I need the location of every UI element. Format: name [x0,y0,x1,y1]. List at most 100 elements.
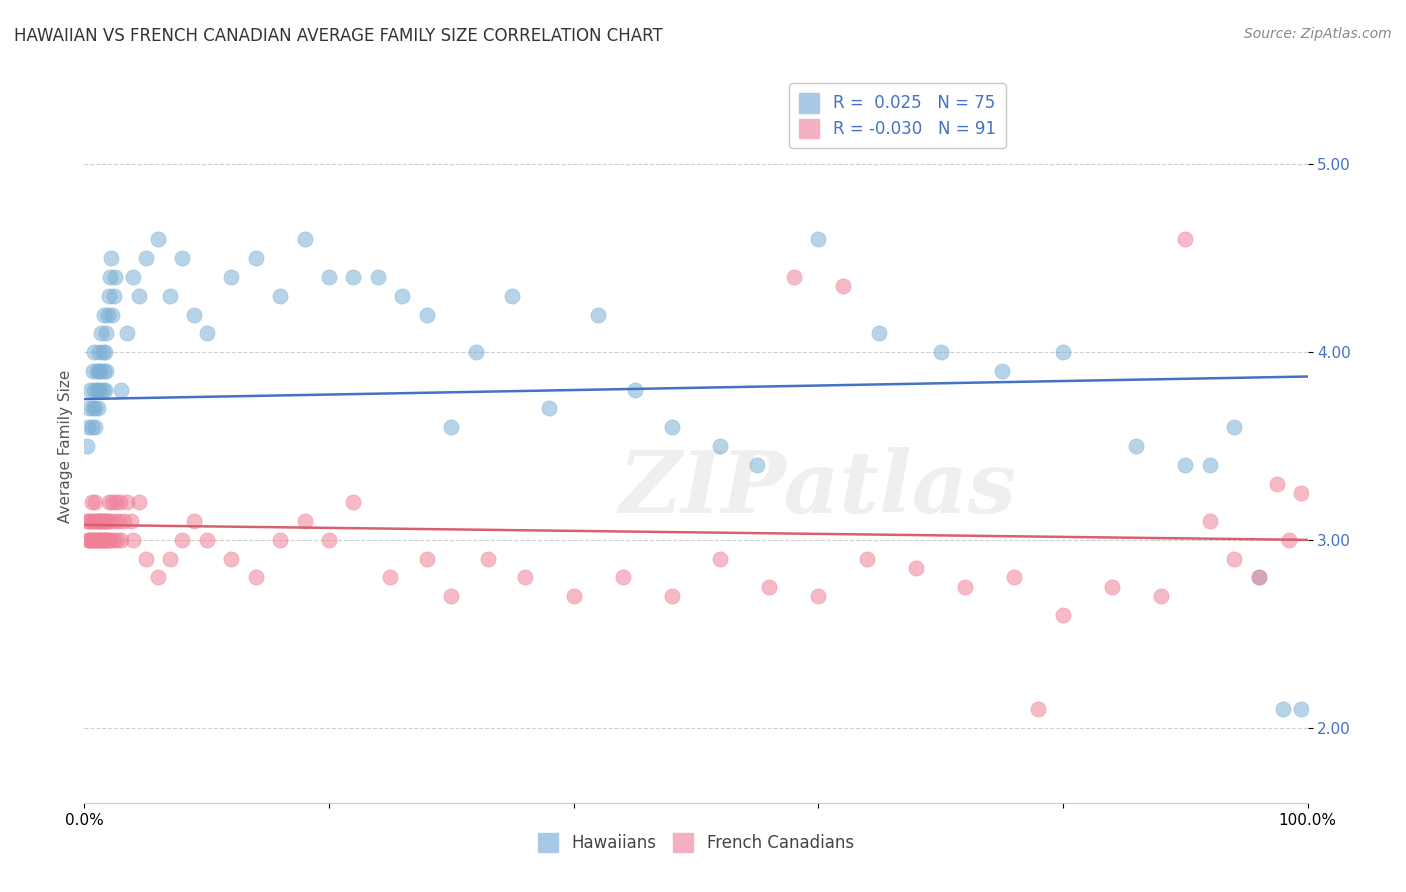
Point [93,533,115,547]
Point [77,514,100,528]
Point [856,551,879,566]
Point [89,514,111,528]
Point [91,383,114,397]
Point [1125,439,1147,453]
Point [183,308,205,322]
Point [94,345,117,359]
Point [1150,589,1173,603]
Point [91,345,114,359]
Point [97,514,120,528]
Point [172,251,194,265]
Point [110,533,132,547]
Point [87,345,110,359]
Point [77,533,100,547]
Point [1002,570,1025,584]
Point [440,589,463,603]
Point [108,495,131,509]
Point [342,270,364,285]
Point [367,270,389,285]
Point [101,308,124,322]
Point [79,383,101,397]
Point [1101,580,1123,594]
Point [135,251,157,265]
Point [195,533,218,547]
Point [120,514,142,528]
Point [97,289,120,303]
Point [104,514,127,528]
Point [115,495,138,509]
Point [1052,345,1074,359]
Point [661,420,683,434]
Point [1247,570,1270,584]
Point [122,533,145,547]
Point [82,533,104,547]
Point [1247,570,1270,584]
Point [84,420,107,434]
Point [80,533,103,547]
Point [93,364,115,378]
Point [105,533,128,547]
Point [96,514,118,528]
Point [80,420,103,434]
Point [91,514,114,528]
Point [83,514,105,528]
Point [269,533,291,547]
Point [76,514,98,528]
Point [97,495,120,509]
Point [79,533,101,547]
Point [107,514,129,528]
Point [953,580,976,594]
Text: ZIPatlas: ZIPatlas [619,447,1018,531]
Point [96,364,118,378]
Point [538,401,561,416]
Point [183,514,205,528]
Point [89,364,111,378]
Point [122,270,145,285]
Point [416,551,439,566]
Point [97,308,120,322]
Point [513,570,536,584]
Point [318,533,340,547]
Point [1291,486,1313,500]
Point [135,551,157,566]
Point [84,401,107,416]
Point [1272,702,1295,716]
Point [758,580,780,594]
Point [83,383,105,397]
Point [624,383,647,397]
Point [103,533,125,547]
Point [96,326,118,341]
Point [87,401,110,416]
Point [318,270,340,285]
Point [1223,551,1246,566]
Point [219,270,242,285]
Point [94,514,117,528]
Point [294,514,316,528]
Point [612,570,634,584]
Point [146,232,169,246]
Point [98,270,121,285]
Point [294,232,316,246]
Point [105,495,128,509]
Point [112,514,135,528]
Point [172,533,194,547]
Point [84,533,107,547]
Point [245,570,267,584]
Text: HAWAIIAN VS FRENCH CANADIAN AVERAGE FAMILY SIZE CORRELATION CHART: HAWAIIAN VS FRENCH CANADIAN AVERAGE FAMI… [14,27,662,45]
Point [86,533,108,547]
Point [90,326,112,341]
Point [1052,607,1074,622]
Point [831,279,853,293]
Point [100,533,122,547]
Point [93,514,115,528]
Point [245,251,267,265]
Point [342,495,364,509]
Point [87,533,110,547]
Point [159,551,181,566]
Point [110,383,132,397]
Point [97,533,120,547]
Point [93,308,115,322]
Point [1198,514,1220,528]
Point [1198,458,1220,472]
Point [80,495,103,509]
